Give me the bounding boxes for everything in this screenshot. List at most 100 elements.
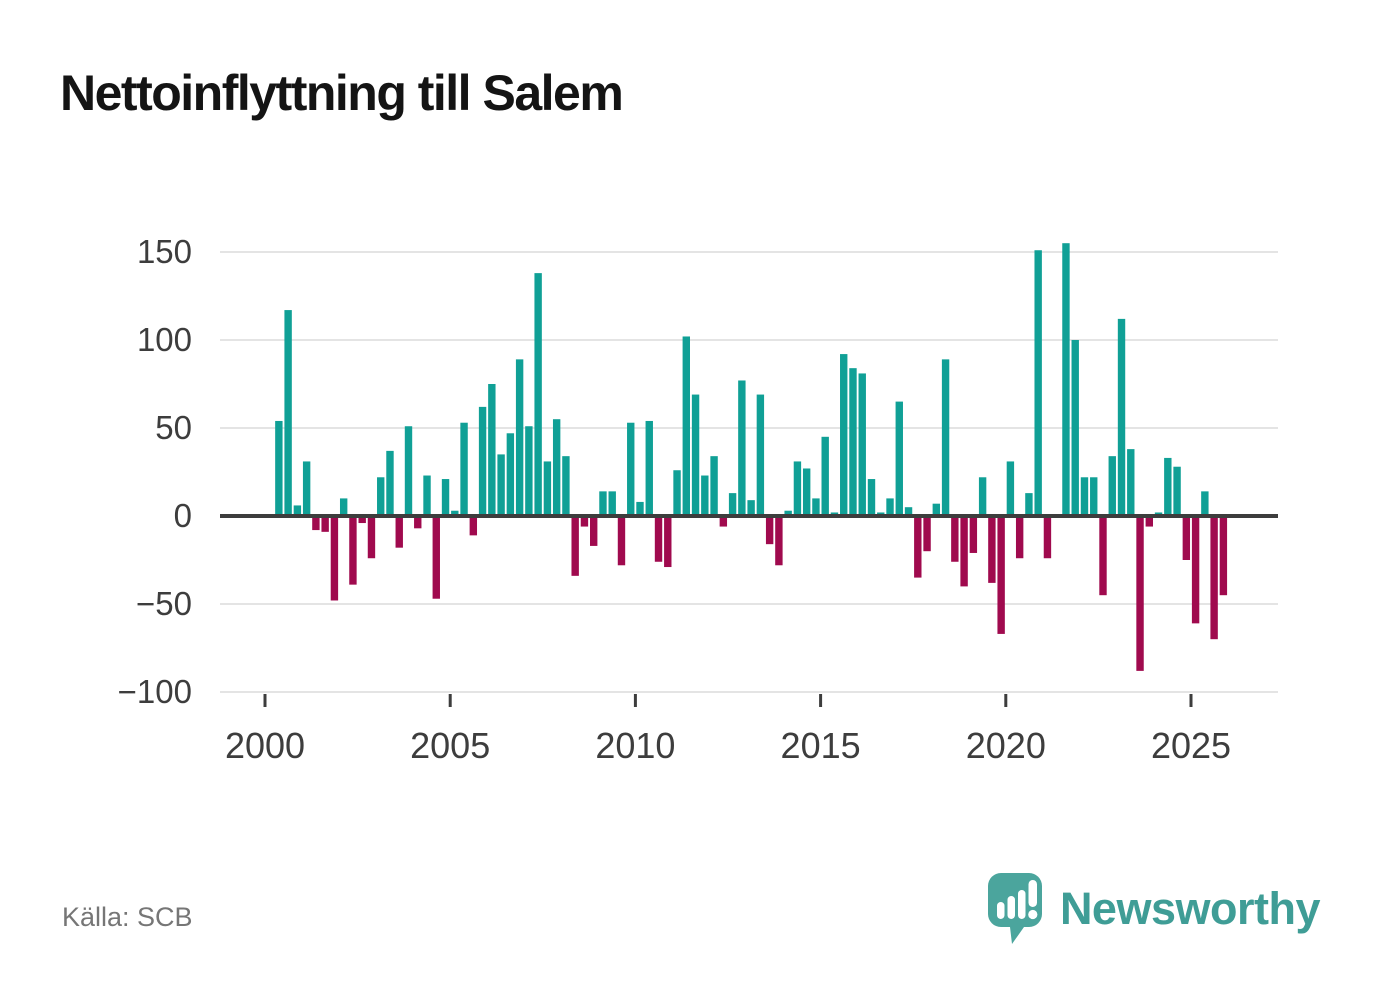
bar-2010-Q1 [636, 501, 644, 516]
bar-2000-Q3 [284, 310, 292, 516]
x-axis-label-2005: 2005 [410, 725, 490, 766]
x-axis-label-2010: 2010 [595, 725, 675, 766]
bar-2023-Q2 [1127, 449, 1135, 516]
bar-2008-Q1 [562, 456, 570, 516]
bar-2024-Q4 [1182, 516, 1191, 560]
bar-2018-Q1 [932, 503, 941, 516]
bar-2003-Q1 [377, 477, 385, 516]
bar-2016-Q2 [867, 479, 876, 516]
bar-2019-Q1 [969, 516, 978, 553]
bar-2018-Q3 [951, 516, 959, 562]
bar-2002-Q2 [349, 516, 357, 585]
bar-2021-Q4 [1071, 340, 1079, 516]
bar-2010-Q2 [645, 420, 653, 516]
bar-2016-Q1 [858, 373, 866, 516]
bar-2011-Q1 [673, 470, 681, 516]
bar-2019-Q2 [978, 477, 987, 516]
bar-2003-Q3 [395, 516, 403, 548]
logo-bar-small [996, 902, 1005, 919]
bar-2005-Q1 [451, 510, 459, 516]
bar-2011-Q3 [691, 394, 700, 516]
y-axis-label-0: 0 [174, 497, 192, 534]
bar-2018-Q2 [941, 359, 950, 516]
bar-2003-Q2 [386, 450, 394, 516]
y-axis-label--50: −50 [136, 585, 192, 622]
x-axis-label-2025: 2025 [1151, 725, 1231, 766]
bar-2011-Q4 [701, 475, 709, 516]
bar-2017-Q2 [904, 507, 913, 516]
bar-2014-Q1 [784, 510, 792, 516]
bar-2001-Q1 [302, 461, 311, 516]
bar-2020-Q1 [1006, 461, 1015, 516]
bar-2023-Q4 [1145, 516, 1153, 527]
bar-2007-Q2 [534, 273, 542, 516]
bar-2024-Q3 [1173, 466, 1181, 516]
bar-2013-Q1 [747, 500, 755, 516]
bar-2010-Q3 [654, 516, 663, 562]
bar-2018-Q4 [960, 516, 968, 587]
bar-2006-Q2 [497, 454, 505, 516]
bar-2013-Q3 [765, 516, 774, 545]
bar-2004-Q2 [423, 475, 431, 516]
bar-2020-Q3 [1025, 493, 1033, 516]
logo-exclamation-bar [1028, 880, 1037, 907]
bar-2006-Q1 [488, 384, 496, 516]
x-axis-label-2020: 2020 [966, 725, 1046, 766]
bar-2017-Q4 [923, 516, 931, 552]
bar-2015-Q4 [849, 368, 857, 516]
bar-2020-Q2 [1015, 516, 1024, 559]
bar-2000-Q4 [293, 505, 302, 516]
bar-2006-Q3 [506, 433, 515, 516]
bar-2005-Q2 [460, 422, 468, 516]
bar-2002-Q3 [358, 516, 366, 524]
bar-2022-Q2 [1090, 477, 1098, 516]
bar-2007-Q4 [552, 419, 561, 516]
bar-2012-Q3 [728, 493, 737, 516]
bar-2024-Q2 [1164, 457, 1172, 516]
newsworthy-logo: Newsworthy [986, 870, 1321, 948]
bar-2013-Q4 [775, 516, 783, 566]
bar-2017-Q1 [895, 401, 903, 516]
bar-2021-Q1 [1043, 516, 1052, 559]
bar-2022-Q1 [1080, 477, 1089, 516]
y-axis-label-50: 50 [155, 409, 192, 446]
bar-2001-Q3 [321, 516, 329, 532]
bar-2002-Q4 [367, 516, 376, 559]
bar-2012-Q2 [719, 516, 728, 527]
bar-2007-Q1 [525, 426, 533, 516]
bar-2015-Q3 [840, 354, 848, 516]
bar-2001-Q4 [330, 516, 339, 601]
bar-2005-Q4 [478, 406, 487, 516]
bar-2009-Q2 [608, 491, 616, 516]
bar-2005-Q3 [469, 516, 478, 536]
bar-2025-Q2 [1201, 491, 1209, 516]
y-axis-label--100: −100 [118, 673, 192, 710]
bar-2002-Q1 [339, 498, 348, 516]
logo-bar-medium [1007, 896, 1015, 919]
bar-2019-Q4 [997, 516, 1005, 634]
bar-2012-Q1 [710, 456, 718, 516]
source-label: Källa: SCB [62, 902, 193, 932]
bar-2023-Q3 [1136, 516, 1144, 671]
bar-2009-Q1 [599, 491, 607, 516]
logo-exclamation-dot [1028, 909, 1038, 920]
bar-2009-Q3 [617, 516, 626, 566]
y-axis-label-150: 150 [137, 233, 192, 270]
x-axis-label-2000: 2000 [225, 725, 305, 766]
bar-2014-Q4 [812, 498, 820, 516]
bar-2000-Q2 [275, 420, 283, 516]
bar-2022-Q3 [1099, 516, 1107, 596]
logo-bar-large [1017, 890, 1026, 919]
bar-2004-Q3 [432, 516, 440, 599]
bar-2023-Q1 [1117, 318, 1126, 516]
bar-2025-Q4 [1219, 516, 1228, 596]
bar-2010-Q4 [664, 516, 672, 568]
bar-2011-Q2 [682, 336, 690, 516]
bar-2008-Q2 [571, 516, 579, 576]
bar-2019-Q3 [988, 516, 996, 583]
bar-2020-Q4 [1034, 250, 1042, 517]
bar-2009-Q4 [627, 422, 635, 516]
bar-2004-Q4 [441, 479, 450, 516]
newsworthy-logo-icon [987, 873, 1042, 944]
